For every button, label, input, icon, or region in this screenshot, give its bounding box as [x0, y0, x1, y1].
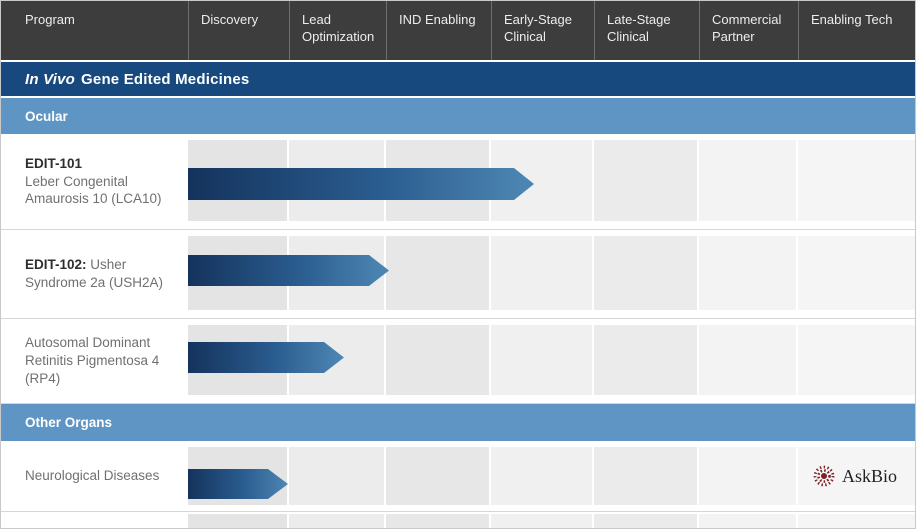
program-row-rp4: Autosomal Dominant Retinitis Pigmentosa … [1, 319, 915, 404]
askbio-capsid-icon [813, 465, 835, 487]
program-row-partial [1, 512, 915, 528]
askbio-logo: AskBio [812, 464, 897, 488]
program-row-neurological: Neurological Diseases AskBio [1, 441, 915, 512]
stage-column-shading [188, 447, 915, 505]
column-header-enabling-tech: Enabling Tech [798, 1, 915, 60]
program-label: Neurological Diseases [1, 441, 183, 511]
stage-column-shading [188, 514, 915, 528]
program-code: EDIT-102: [25, 257, 87, 273]
program-label: Autosomal Dominant Retinitis Pigmentosa … [1, 319, 183, 403]
column-header-discovery: Discovery [188, 1, 289, 60]
program-code: EDIT-101 [25, 155, 83, 171]
progress-bar-neurological [188, 469, 288, 499]
column-header-late-stage: Late-Stage Clinical [594, 1, 699, 60]
column-header-lead-optimization: Lead Optimization [289, 1, 386, 60]
column-header-program: Program [25, 12, 75, 27]
section-title: Gene Edited Medicines [81, 70, 250, 88]
stage-header-row: Program Discovery Lead Optimization IND … [1, 1, 915, 60]
program-indication: Leber Congenital Amaurosis 10 (LCA10) [25, 173, 162, 207]
program-indication: Autosomal Dominant Retinitis Pigmentosa … [25, 335, 160, 386]
program-indication: EDIT-102: Usher Syndrome 2a (USH2A) [25, 257, 164, 290]
progress-bar-edit-101 [188, 168, 534, 200]
program-row-edit-102: EDIT-102: Usher Syndrome 2a (USH2A) [1, 230, 915, 319]
program-row-edit-101: EDIT-101 Leber Congenital Amaurosis 10 (… [1, 134, 915, 230]
progress-bar-edit-102 [188, 255, 389, 286]
divider [1, 60, 915, 62]
column-header-commercial-partner: Commercial Partner [699, 1, 798, 60]
divider [1, 96, 915, 98]
group-banner-label: Ocular [25, 108, 68, 124]
column-header-ind-enabling: IND Enabling [386, 1, 491, 60]
group-banner-ocular: Ocular [1, 98, 915, 134]
group-banner-other-organs: Other Organs [1, 404, 915, 441]
program-label: EDIT-102: Usher Syndrome 2a (USH2A) [1, 230, 183, 318]
program-indication: Neurological Diseases [25, 468, 160, 484]
group-banner-label: Other Organs [25, 415, 113, 430]
section-banner-in-vivo: In Vivo Gene Edited Medicines [1, 62, 915, 96]
program-label: EDIT-101 Leber Congenital Amaurosis 10 (… [1, 134, 183, 229]
column-header-early-stage: Early-Stage Clinical [491, 1, 594, 60]
section-title-italic: In Vivo [25, 70, 76, 88]
progress-bar-rp4 [188, 342, 344, 373]
askbio-logo-text: AskBio [841, 465, 897, 486]
